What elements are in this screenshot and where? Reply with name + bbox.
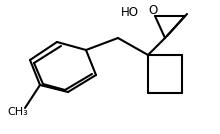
Text: HO: HO [121, 5, 139, 18]
Text: O: O [148, 3, 158, 16]
Text: CH₃: CH₃ [8, 107, 28, 117]
